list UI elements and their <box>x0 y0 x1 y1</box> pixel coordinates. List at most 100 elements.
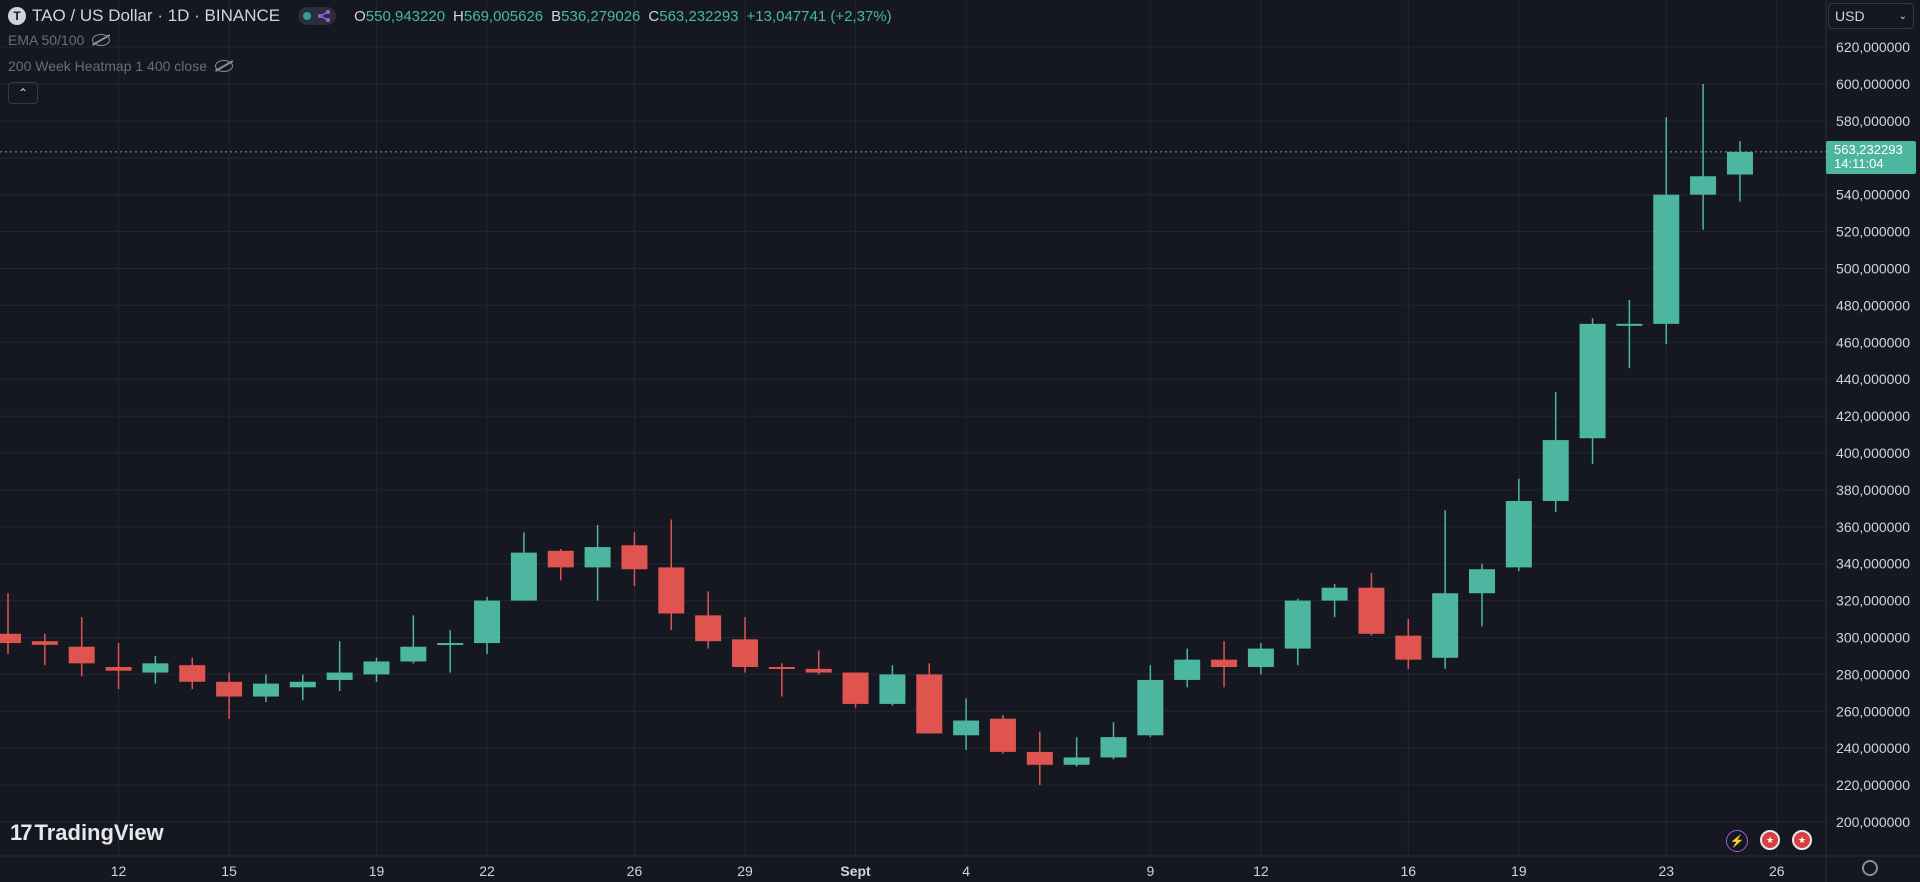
chevron-up-icon: ⌃ <box>17 86 29 100</box>
eye-hidden-icon[interactable] <box>92 34 111 46</box>
symbol-title[interactable]: TAO / US Dollar · 1D · BINANCE <box>32 6 281 25</box>
x-axis-tick-label: 12 <box>1253 863 1269 879</box>
candle-body <box>510 552 537 601</box>
candle-body <box>105 667 132 671</box>
x-axis-tick-label: 19 <box>1511 863 1527 879</box>
candle-body <box>989 718 1016 752</box>
tradingview-logo[interactable]: 17 TradingView <box>10 820 164 846</box>
indicator-label: EMA 50/100 <box>8 32 85 48</box>
x-axis-tick-label: 22 <box>479 863 495 879</box>
x-axis-tick-label: Sept <box>840 863 871 879</box>
candle-body <box>1432 593 1459 658</box>
y-axis-tick-label: 620,000000 <box>1836 39 1910 55</box>
us-flag-icon[interactable]: ★ <box>1760 830 1780 850</box>
close-key: C <box>648 7 660 25</box>
candle-body <box>1321 587 1348 601</box>
open-key: O <box>354 7 366 25</box>
settings-gear-icon[interactable] <box>1862 860 1878 876</box>
change-value: +13,047741 (+2,37%) <box>746 7 892 25</box>
y-axis-tick-label: 500,000000 <box>1836 261 1910 277</box>
candle-body <box>732 639 758 668</box>
y-axis-tick-label: 600,000000 <box>1836 76 1910 92</box>
lightning-icon[interactable]: ⚡ <box>1726 830 1748 852</box>
y-axis-tick-label: 480,000000 <box>1836 297 1910 313</box>
candle-body <box>1063 757 1090 765</box>
y-axis-tick-label: 340,000000 <box>1836 556 1910 572</box>
y-axis-tick-label: 260,000000 <box>1836 703 1910 719</box>
low-value: 536,279026 <box>561 7 641 25</box>
candle-body <box>805 668 832 673</box>
x-axis-tick-label: 19 <box>369 863 385 879</box>
y-axis-tick-label: 400,000000 <box>1836 445 1910 461</box>
low-key: B <box>551 7 562 25</box>
y-axis-tick-label: 420,000000 <box>1836 408 1910 424</box>
x-axis-tick-label: 12 <box>111 863 127 879</box>
candle-body <box>1505 500 1532 568</box>
candle-body <box>474 600 501 644</box>
candle-body <box>179 665 206 682</box>
y-axis-tick-label: 440,000000 <box>1836 371 1910 387</box>
eye-hidden-icon[interactable] <box>214 60 233 72</box>
candle-body <box>326 672 353 680</box>
candle-body <box>916 674 943 734</box>
market-status[interactable] <box>298 7 337 25</box>
indicator-ema[interactable]: EMA 50/100 <box>8 32 111 48</box>
candle-body <box>31 641 58 645</box>
candle-body <box>437 643 464 646</box>
y-axis-tick-label: 240,000000 <box>1836 740 1910 756</box>
y-axis-tick-label: 520,000000 <box>1836 224 1910 240</box>
candle-body <box>1174 659 1201 680</box>
candle-body <box>953 720 980 736</box>
logo-text: TradingView <box>34 820 164 845</box>
y-axis-tick-label: 580,000000 <box>1836 113 1910 129</box>
share-icon <box>318 10 331 22</box>
high-value: 569,005626 <box>463 7 544 25</box>
open-value: 550,943220 <box>365 7 446 25</box>
collapse-indicators-button[interactable]: ⌃ <box>8 82 38 104</box>
y-axis-tick-label: 220,000000 <box>1836 777 1910 793</box>
candle-body <box>547 550 574 568</box>
last-price-label: 563,232293 14:11:04 <box>1826 141 1916 174</box>
candle-body <box>216 681 243 697</box>
candle-body <box>252 683 279 697</box>
candle-body <box>1616 323 1643 326</box>
candle-body <box>621 545 648 570</box>
indicator-heatmap[interactable]: 200 Week Heatmap 1 400 close <box>8 58 233 74</box>
candle-body <box>1137 679 1164 736</box>
symbol-icon: T <box>8 7 26 25</box>
y-axis-tick-label: 540,000000 <box>1836 187 1910 203</box>
x-axis-tick-label: 15 <box>221 863 237 879</box>
us-flag-icon[interactable]: ★ <box>1792 830 1812 850</box>
candle-body <box>1726 151 1753 175</box>
candle-body <box>142 663 169 673</box>
x-axis-tick-label: 9 <box>1146 863 1154 879</box>
candle-body <box>879 674 906 704</box>
y-axis-tick-label: 380,000000 <box>1836 482 1910 498</box>
high-key: H <box>453 7 464 25</box>
indicator-label: 200 Week Heatmap 1 400 close <box>8 58 207 74</box>
candle-body <box>1211 659 1238 668</box>
candle-body <box>1542 440 1569 501</box>
y-axis-tick-label: 460,000000 <box>1836 334 1910 350</box>
candle-body <box>1247 648 1274 668</box>
x-axis-tick-label: 23 <box>1658 863 1674 879</box>
x-axis-tick-label: 29 <box>737 863 753 879</box>
candle-body <box>1579 323 1606 439</box>
candle-body <box>68 646 95 664</box>
bottom-toolbar: ⚡ ★ ★ <box>1726 830 1812 852</box>
candle-body <box>842 672 869 704</box>
close-value: 563,232293 <box>659 7 739 25</box>
candle-body <box>400 646 427 662</box>
x-axis-tick-label: 26 <box>1769 863 1785 879</box>
last-price-value: 563,232293 <box>1834 142 1903 157</box>
candle-body <box>1690 176 1717 195</box>
currency-value: USD <box>1835 8 1865 24</box>
ohlc-values: O550,943220 H569,005626 B536,279026 C563… <box>354 8 892 25</box>
y-axis-tick-label: 360,000000 <box>1836 519 1910 535</box>
currency-select[interactable]: USD ⌄ <box>1828 3 1914 29</box>
x-axis-tick-label: 26 <box>627 863 643 879</box>
y-axis-tick-label: 280,000000 <box>1836 666 1910 682</box>
